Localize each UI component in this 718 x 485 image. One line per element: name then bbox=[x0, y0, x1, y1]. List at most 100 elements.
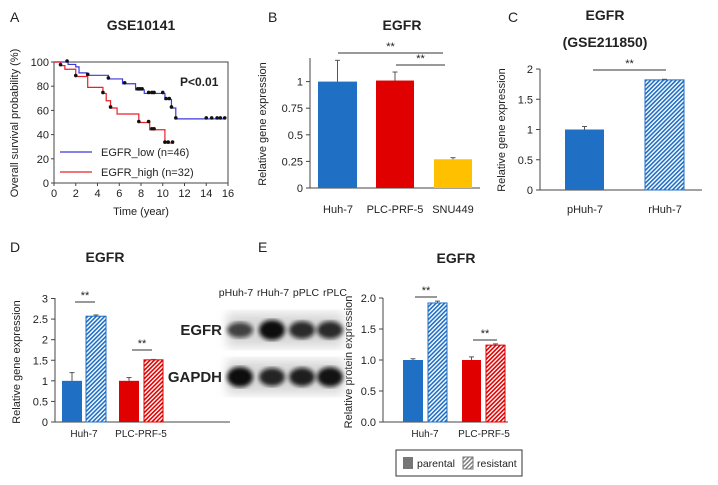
x-tick-label: 0 bbox=[51, 188, 57, 200]
western-blot: pHuh-7 rHuh-7 pPLC rPLC EGFR GAPDH bbox=[168, 287, 347, 394]
significance-label: ** bbox=[416, 53, 425, 65]
censor-mark bbox=[101, 90, 105, 95]
category-label: PLC-PRF-5 bbox=[458, 429, 510, 440]
censor-mark bbox=[164, 96, 168, 101]
y-tick-label: 0.5 bbox=[33, 396, 48, 408]
bar bbox=[485, 344, 506, 423]
y-tick-label: 2 bbox=[527, 64, 533, 76]
chart-title: EGFR bbox=[437, 250, 476, 266]
significance-label: ** bbox=[625, 58, 634, 70]
censor-mark bbox=[122, 80, 127, 85]
bar-chart-e: EGFR 0.0 0.5 1.0 1.5 2.0 Relative protein expr… bbox=[343, 250, 523, 477]
censor-mark bbox=[167, 96, 172, 101]
chart-title: GSE10141 bbox=[107, 17, 176, 33]
blot-band bbox=[289, 321, 315, 339]
censor-mark bbox=[160, 90, 165, 95]
bar bbox=[318, 81, 357, 188]
legend-swatch-parental bbox=[403, 457, 413, 469]
censor-mark bbox=[146, 119, 151, 124]
bar-chart-c: EGFR (GSE211850) 0 0.5 1 1.5 2 Relative gene ex… bbox=[496, 7, 702, 216]
bar bbox=[143, 359, 164, 423]
censor-mark bbox=[169, 105, 174, 109]
category-label: pHuh-7 bbox=[567, 204, 603, 216]
legend-label: resistant bbox=[477, 458, 517, 470]
p-value-annotation: P<0.01 bbox=[180, 75, 219, 89]
censor-mark bbox=[58, 62, 63, 67]
x-tick-label: 4 bbox=[94, 188, 100, 200]
chart-legend: parental resistant bbox=[395, 449, 523, 477]
y-tick-label: 80 bbox=[37, 81, 49, 93]
category-label: Huh-7 bbox=[323, 204, 353, 216]
panel-label-b: B bbox=[268, 9, 277, 25]
censor-mark bbox=[204, 116, 209, 120]
y-tick-label: 100 bbox=[31, 57, 49, 69]
km-chart: GSE10141 0 2 4 6 8 10 12 14 16 0 20 40 60 80 100 Time (y… bbox=[9, 17, 234, 218]
bar bbox=[565, 129, 604, 190]
bar bbox=[434, 159, 472, 188]
significance-label: ** bbox=[422, 285, 431, 297]
x-tick-label: 10 bbox=[157, 188, 169, 200]
legend-swatch-resistant bbox=[462, 456, 474, 470]
censor-mark bbox=[152, 126, 156, 131]
y-tick-label: 1.0 bbox=[361, 355, 376, 367]
y-tick-label: 0.5 bbox=[518, 155, 533, 167]
bar bbox=[62, 380, 82, 422]
y-tick-label: 1 bbox=[42, 376, 48, 388]
blot-band bbox=[317, 367, 343, 387]
lane-label: rHuh-7 bbox=[257, 287, 289, 299]
censor-mark bbox=[215, 116, 219, 120]
x-tick-label: 12 bbox=[178, 188, 190, 200]
censor-mark bbox=[166, 140, 170, 144]
y-tick-label: 1 bbox=[297, 77, 303, 89]
bar bbox=[119, 380, 139, 422]
blot-band bbox=[259, 320, 285, 340]
bar bbox=[462, 360, 481, 422]
significance-label: ** bbox=[386, 41, 395, 53]
censor-mark bbox=[146, 90, 151, 95]
y-tick-label: 1.5 bbox=[33, 355, 48, 367]
x-tick-label: 2 bbox=[73, 188, 79, 200]
y-tick-label: 20 bbox=[37, 154, 49, 166]
y-tick-label: 3 bbox=[42, 294, 48, 306]
significance-label: ** bbox=[481, 328, 490, 340]
y-tick-label: 60 bbox=[37, 105, 49, 117]
y-tick-label: 0 bbox=[297, 183, 303, 195]
panel-label-a: A bbox=[10, 9, 20, 25]
chart-title: EGFR bbox=[86, 249, 125, 265]
lane-label: pHuh-7 bbox=[219, 287, 254, 299]
panel-label-e: E bbox=[258, 239, 267, 255]
censor-mark bbox=[85, 72, 90, 77]
bar bbox=[85, 315, 107, 423]
bar bbox=[427, 302, 448, 423]
blot-band bbox=[227, 367, 253, 387]
category-label: Huh-7 bbox=[70, 429, 98, 440]
y-tick-label: 0.75 bbox=[282, 103, 303, 115]
x-tick-label: 14 bbox=[200, 188, 212, 200]
category-label: PLC-PRF-5 bbox=[367, 204, 424, 216]
chart-subtitle: (GSE211850) bbox=[563, 34, 648, 50]
censor-mark bbox=[152, 90, 156, 95]
legend-label: parental bbox=[417, 458, 455, 470]
blot-band bbox=[289, 367, 315, 387]
y-tick-label: 2.5 bbox=[33, 314, 48, 326]
y-tick-label: 0 bbox=[43, 178, 49, 190]
censor-mark bbox=[209, 116, 214, 120]
y-tick-label: 0.25 bbox=[282, 156, 303, 168]
category-label: rHuh-7 bbox=[648, 204, 682, 216]
y-tick-label: 0.5 bbox=[288, 130, 303, 142]
y-tick-label: 0 bbox=[42, 417, 48, 429]
y-tick-label: 2.0 bbox=[361, 293, 376, 305]
panel-label-c: C bbox=[508, 9, 518, 25]
y-axis-label: Relative gene expression bbox=[496, 68, 508, 192]
significance-label: ** bbox=[81, 290, 90, 302]
bar bbox=[403, 360, 423, 422]
blot-row-label: EGFR bbox=[180, 322, 222, 339]
y-tick-label: 40 bbox=[37, 130, 49, 142]
censor-mark bbox=[218, 116, 223, 120]
km-curve-low bbox=[54, 61, 225, 120]
bar-chart-b: EGFR 0 0.25 0.5 0.75 1 Relative gene expressio… bbox=[257, 17, 480, 216]
blot-band bbox=[227, 322, 253, 338]
y-axis-label: Overall survival probability (%) bbox=[9, 49, 21, 198]
